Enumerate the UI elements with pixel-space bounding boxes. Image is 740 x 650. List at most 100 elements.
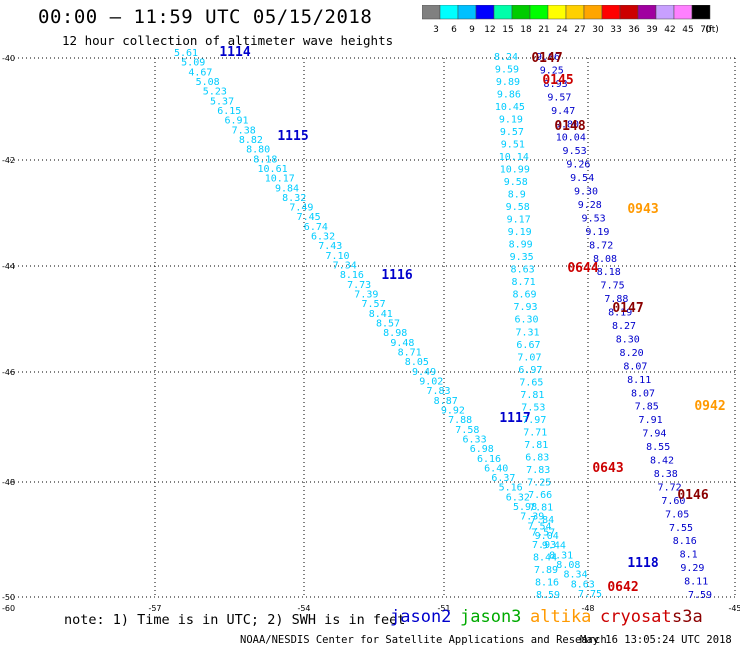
wave-height-value: 8.07 — [631, 388, 655, 399]
pass-time-label: 1116 — [381, 268, 412, 283]
wave-height-value: 6.37 — [491, 473, 515, 484]
wave-height-value: 7.31 — [515, 327, 539, 338]
wave-height-value: 7.73 — [347, 280, 371, 291]
wave-height-value: 7.71 — [523, 427, 547, 438]
wave-height-value: 9.54 — [570, 173, 594, 184]
colorbar-swatch — [691, 5, 711, 20]
wave-height-value: 8.34 — [564, 570, 588, 581]
wave-height-value: 6.16 — [477, 454, 501, 465]
wave-height-value: 8.80 — [246, 145, 270, 156]
wave-height-value: 7.58 — [455, 425, 479, 436]
wave-height-value: 7.43 — [318, 241, 342, 252]
wave-height-value: 7.83 — [426, 386, 450, 397]
wave-height-value: 9.53 — [563, 146, 587, 157]
wave-height-value: 7.84 — [530, 515, 554, 526]
wave-height-value: 8.59 — [536, 590, 560, 601]
pass-time-label: 1114 — [219, 45, 250, 60]
wave-height-value: 7.38 — [232, 125, 256, 136]
wave-height-value: 8.41 — [369, 309, 393, 320]
lon-tick-label: -51 — [437, 604, 450, 613]
wave-height-value: 9.19 — [499, 115, 523, 126]
wave-height-value: 8.38 — [654, 469, 678, 480]
lat-tick-label: -44 — [2, 262, 15, 271]
wave-height-value: 9.57 — [547, 92, 571, 103]
wave-height-value: 7.45 — [297, 212, 321, 223]
wave-height-value: 9.04 — [535, 531, 559, 542]
wave-height-value: 5.61 — [174, 48, 198, 59]
lat-tick-label: -50 — [2, 593, 15, 602]
wave-height-value: 9.25 — [540, 65, 564, 76]
pass-time-label: 0146 — [677, 488, 708, 503]
wave-height-value: 8.24 — [494, 52, 518, 63]
lon-tick-label: -54 — [297, 604, 310, 613]
colorbar-label: 30 — [592, 25, 604, 35]
wave-height-value: 7.81 — [529, 502, 553, 513]
wave-height-value: 8.63 — [571, 579, 595, 590]
wave-height-value: 10.45 — [495, 102, 525, 113]
colorbar-label: 21 — [538, 25, 549, 35]
wave-height-value: 9.44 — [542, 541, 566, 552]
wave-height-value: 9.53 — [582, 213, 606, 224]
wave-height-value: 8.1 — [680, 550, 698, 561]
wave-height-value: 5.23 — [203, 87, 227, 98]
wave-height-value: 6.32 — [311, 232, 335, 243]
wave-height-value: 7.54 — [527, 521, 551, 532]
wave-height-value: 8.05 — [405, 357, 429, 368]
wave-height-value: 7.53 — [521, 402, 545, 413]
wave-height-value: 6.40 — [484, 463, 508, 474]
wave-height-value: 7.66 — [528, 490, 552, 501]
wave-height-value: 9.80 — [555, 119, 579, 130]
wave-height-value: 9.35 — [510, 252, 534, 263]
wave-height-value: 9.29 — [680, 563, 704, 574]
lat-tick-label: -48 — [2, 478, 15, 487]
wave-height-value: 9.51 — [501, 140, 525, 151]
wave-height-value: 9.58 — [504, 177, 528, 188]
colorbar-label: 6 — [451, 25, 457, 35]
timestamp: May 16 13:05:24 UTC 2018 — [580, 634, 732, 646]
wave-height-value: 8.11 — [684, 577, 708, 588]
wave-height-value: 8.44 — [533, 552, 557, 563]
wave-height-value: 10.14 — [499, 152, 529, 163]
wave-height-value: 7.72 — [658, 482, 682, 493]
corner-lat-label: -60 — [2, 604, 15, 613]
legend-altika: altika — [530, 607, 592, 627]
wave-height-value: 9.26 — [566, 160, 590, 171]
legend-jason3: jason3 — [460, 607, 522, 627]
wave-height-value: 9.48 — [390, 338, 414, 349]
wave-height-value: 8.18 — [253, 154, 277, 165]
wave-height-value: 8.18 — [597, 267, 621, 278]
wave-height-value: 7.85 — [635, 402, 659, 413]
wave-height-value: 9.19 — [585, 227, 609, 238]
wave-height-value: 5.16 — [499, 483, 523, 494]
legend-jason2: jason2 — [390, 607, 452, 627]
pass-time-label: 1115 — [277, 129, 308, 144]
wave-height-colorbar: 3 6 9 12 15 18 21 24 27 30 33 36 39 42 45 70(ft) — [422, 5, 719, 35]
wave-height-value: 6.91 — [224, 116, 248, 127]
colorbar-label: (ft) — [705, 25, 719, 35]
lon-tick-label: -57 — [148, 604, 161, 613]
wave-height-value: 8.9 — [508, 190, 526, 201]
wave-height-value: 6.97 — [518, 365, 542, 376]
wave-height-value: 5.37 — [210, 96, 234, 107]
wave-height-value: 7.39 — [520, 512, 544, 523]
wave-height-value: 8.42 — [650, 456, 674, 467]
legend-cryosat: cryosat — [600, 607, 672, 627]
page-title: 00:00 — 11:59 UTC 05/15/2018 — [38, 6, 373, 28]
wave-height-value: 7.34 — [333, 261, 357, 272]
wave-height-value: 9.86 — [497, 90, 521, 101]
page-subtitle: 12 hour collection of altimeter wave hei… — [62, 33, 394, 48]
wave-height-value: 8.16 — [340, 270, 364, 281]
colorbar-label: 12 — [484, 25, 495, 35]
wave-height-value: 9.57 — [500, 127, 524, 138]
wave-height-value: 8.08 — [556, 560, 580, 571]
colorbar-label: 42 — [664, 25, 675, 35]
wave-height-value: 8.72 — [589, 240, 613, 251]
pass-time-label: 1117 — [499, 411, 530, 426]
wave-height-value: 9.06 — [536, 52, 560, 63]
wave-height-value: 8.69 — [513, 290, 537, 301]
wave-height-value: 9.89 — [496, 77, 520, 88]
wave-height-value: 9.84 — [275, 183, 299, 194]
wave-height-value: 6.33 — [463, 434, 487, 445]
pass-time-label: 0145 — [542, 73, 573, 88]
wave-height-value: 8.27 — [612, 321, 636, 332]
